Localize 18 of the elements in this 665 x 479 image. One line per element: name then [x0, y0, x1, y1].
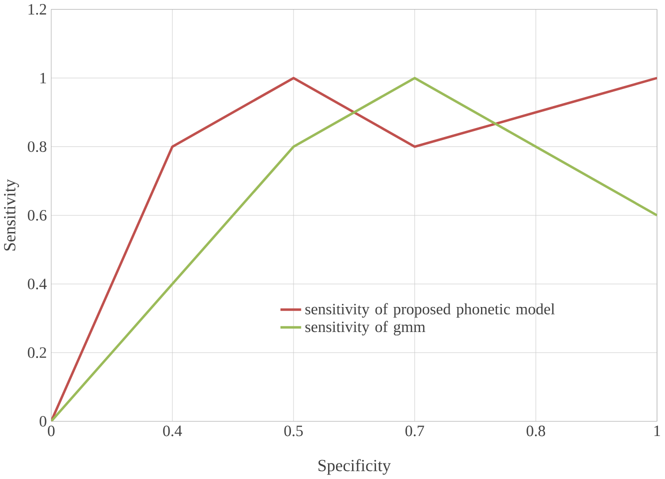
y-tick-label: 0.2 [28, 347, 46, 358]
line-series [51, 76, 658, 422]
x-tick-label: 0 [48, 426, 55, 436]
x-tick-label: 0.8 [526, 426, 546, 436]
legend-label: sensitivity of gmm [305, 321, 426, 336]
legend-label: sensitivity of proposed phonetic model [305, 303, 555, 318]
x-tick-label: 0.4 [163, 426, 182, 436]
y-axis-title: Sensitivity [4, 179, 19, 251]
y-tick-label: 0 [40, 416, 46, 427]
y-tick-label: 1 [40, 72, 46, 84]
x-tick-label: 1 [654, 426, 660, 436]
x-axis-title: Specificity [318, 459, 391, 475]
x-tick-label: 0.5 [284, 426, 303, 436]
y-tick-label: 0.4 [28, 278, 47, 290]
y-tick-label: 0.6 [28, 210, 46, 221]
x-tick-label: 0.7 [405, 426, 424, 436]
y-tick-label: 0.8 [28, 141, 46, 152]
y-tick-label: 1.2 [28, 4, 46, 15]
